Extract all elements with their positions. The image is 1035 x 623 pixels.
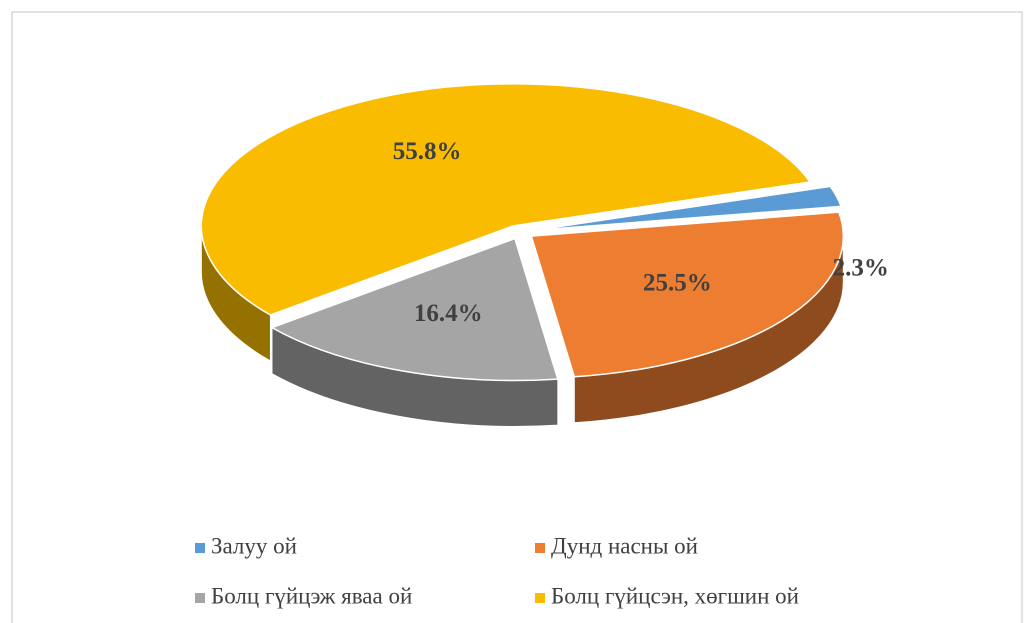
pie: 2.3% 25.5% 16.4% 55.8% — [200, 83, 889, 428]
legend-marker — [195, 593, 205, 603]
slice — [530, 211, 844, 378]
slice — [533, 185, 843, 232]
data-label: 16.4% — [414, 300, 483, 327]
legend-label: Болц гүйцэж яваа ой — [211, 583, 412, 608]
legend-label: Болц гүйцсэн, хөгшин ой — [551, 583, 799, 608]
legend-marker — [195, 543, 205, 553]
legend-marker — [535, 593, 545, 603]
data-label: 25.5% — [643, 269, 712, 296]
legend-label: Дунд насны ой — [551, 533, 698, 558]
chart-border — [11, 11, 1023, 623]
slice — [200, 83, 812, 316]
slice — [270, 237, 559, 382]
data-label: 55.8% — [393, 138, 462, 165]
data-label: 2.3% — [833, 254, 889, 281]
legend: Залуу ой Дунд насны ой Болц гүйцэж яваа ой… — [195, 533, 799, 608]
legend-label: Залуу ой — [211, 533, 297, 558]
legend-marker — [535, 543, 545, 553]
